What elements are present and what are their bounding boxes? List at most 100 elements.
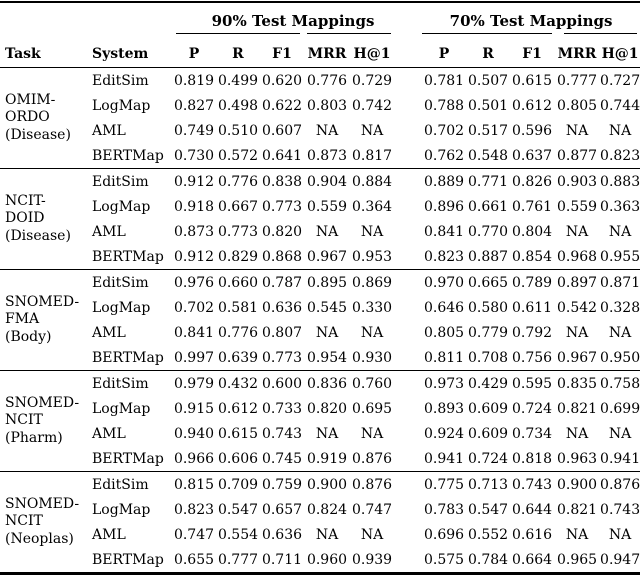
metric-value: 0.815 (172, 471, 216, 497)
metric-value: 0.665 (466, 269, 511, 295)
table-row: SNOMED- NCIT (Pharm) EditSim 0.979 0.432 0.600… (0, 370, 640, 472)
metric-value: 0.743 (600, 501, 640, 518)
task-line: (Body) (5, 328, 52, 345)
metric-value: 0.976 (172, 269, 216, 295)
metric-value: 0.824 (306, 501, 348, 518)
metric-value: 0.838 (260, 168, 304, 194)
metric-value: 0.979 (172, 370, 216, 396)
metric-value: 0.868 (261, 248, 303, 265)
metric-value: 0.745 (261, 450, 303, 467)
metric-value: 0.970 (394, 269, 467, 295)
metric-value: 0.823 (600, 147, 640, 164)
metric-value: NA (565, 425, 589, 442)
metric-value: 0.575 (424, 551, 465, 568)
metric-value: 0.903 (554, 168, 601, 194)
metric-value: 0.788 (424, 97, 465, 114)
metric-value: 0.729 (350, 67, 395, 93)
column-header-f1-70: F1 (510, 41, 555, 68)
metric-value: 0.912 (172, 168, 216, 194)
metric-value: 0.596 (512, 122, 553, 139)
metric-value: 0.749 (173, 122, 215, 139)
metric-value: NA (608, 122, 632, 139)
metric-value: 0.759 (260, 471, 304, 497)
metric-value: 0.702 (424, 122, 465, 139)
system-cell: EditSim (88, 168, 172, 194)
metric-value: 0.919 (306, 450, 348, 467)
system-cell: EditSim (88, 471, 172, 497)
table-row: AML 0.873 0.773 0.820 NA NA 0.841 0.770 0.804 NA N… (0, 219, 640, 244)
metric-value: 0.889 (394, 168, 467, 194)
metric-value: 0.820 (261, 223, 303, 240)
metric-value: 0.953 (351, 248, 393, 265)
metric-value: 0.758 (600, 370, 640, 396)
table-row: AML 0.749 0.510 0.607 NA NA 0.702 0.517 0.596 NA N… (0, 118, 640, 143)
metric-value: 0.776 (217, 324, 259, 341)
metric-value: NA (565, 324, 589, 341)
metric-value: 0.803 (306, 97, 348, 114)
metric-value: 0.965 (557, 551, 598, 568)
metric-value: 0.733 (261, 400, 303, 417)
metric-value: 0.657 (261, 501, 303, 518)
task-line: (Pharm) (5, 429, 63, 446)
task-line: (Disease) (5, 227, 71, 244)
metric-value: 0.641 (261, 147, 303, 164)
system-cell: LogMap (92, 400, 151, 417)
metric-value: 0.743 (261, 425, 303, 442)
metric-value: NA (360, 324, 384, 341)
task-cell: SNOMED- FMA (Body) (0, 269, 88, 371)
metric-value: 0.775 (394, 471, 467, 497)
metric-value: 0.773 (261, 198, 303, 215)
metric-value: 0.826 (510, 168, 555, 194)
metric-value: 0.841 (173, 324, 215, 341)
metric-value: 0.542 (557, 299, 598, 316)
metric-value: 0.941 (600, 450, 640, 467)
metric-value: NA (608, 425, 632, 442)
metric-value: 0.897 (554, 269, 601, 295)
metric-value: 0.876 (350, 471, 395, 497)
metric-value: 0.696 (424, 526, 465, 543)
table-row: LogMap 0.918 0.667 0.773 0.559 0.364 0.896 0.66… (0, 194, 640, 219)
metric-value: 0.787 (260, 269, 304, 295)
task-line: NCIT (5, 513, 43, 530)
metric-value: 0.760 (350, 370, 395, 396)
cmidrule-cell (394, 33, 554, 41)
system-cell: AML (92, 223, 126, 240)
metric-value: 0.363 (600, 198, 640, 215)
metric-value: 0.507 (466, 67, 511, 93)
metric-value: 0.807 (261, 324, 303, 341)
metric-value: 0.770 (468, 223, 509, 240)
metric-value: NA (565, 223, 589, 240)
metric-value: 0.829 (217, 248, 259, 265)
metric-value: 0.364 (351, 198, 393, 215)
column-header-r-70: R (466, 41, 511, 68)
metric-value: 0.941 (424, 450, 465, 467)
task-line: NCIT- (5, 193, 46, 210)
system-cell: LogMap (92, 501, 151, 518)
metric-value: 0.884 (350, 168, 395, 194)
table-row: SNOMED- FMA (Body) EditSim 0.976 0.660 0.787 0.… (0, 269, 640, 371)
cmidrule-70-prf1 (422, 33, 553, 34)
metric-value: 0.547 (217, 501, 259, 518)
metric-value: 0.776 (216, 168, 260, 194)
metric-value: NA (565, 526, 589, 543)
column-header-p-90: P (172, 41, 216, 68)
metric-value: 0.600 (260, 370, 304, 396)
system-cell: BERTMap (92, 147, 164, 164)
metric-value: 0.773 (217, 223, 259, 240)
table-row: BERTMap 0.997 0.639 0.773 0.954 0.930 0.811 0.7… (0, 345, 640, 371)
metric-value: 0.912 (173, 248, 215, 265)
metric-value: 0.615 (217, 425, 259, 442)
task-cell: SNOMED- NCIT (Pharm) (0, 370, 88, 472)
task-line: NCIT (5, 412, 43, 429)
task-line: FMA (5, 311, 40, 328)
table-row: BERTMap 0.730 0.572 0.641 0.873 0.817 0.762 0.5… (0, 143, 640, 169)
system-cell: BERTMap (92, 450, 164, 467)
metric-value: 0.904 (304, 168, 350, 194)
system-cell: BERTMap (92, 248, 164, 265)
column-header-h1-90: H@1 (350, 41, 395, 68)
metric-value: NA (315, 223, 339, 240)
metric-value: 0.636 (261, 526, 303, 543)
metric-value: 0.967 (557, 349, 598, 366)
system-cell: BERTMap (92, 349, 164, 366)
